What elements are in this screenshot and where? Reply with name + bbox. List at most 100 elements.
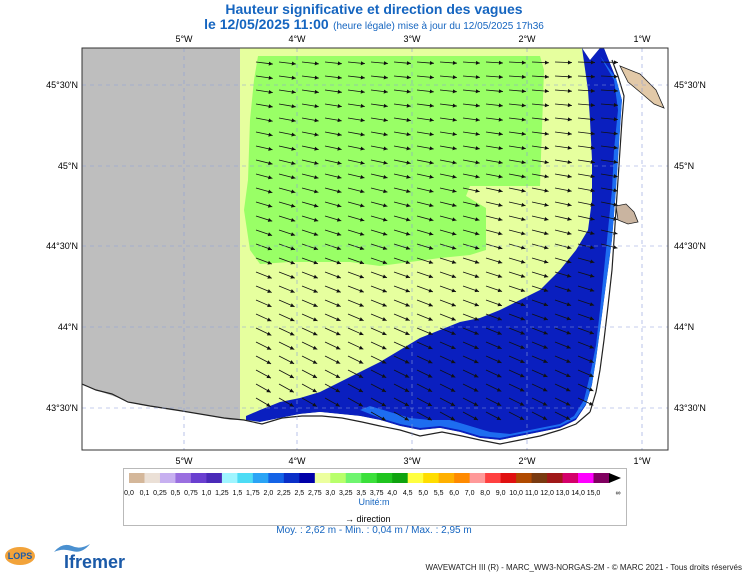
direction-arrowhead [543, 359, 548, 363]
direction-arrowhead [475, 146, 480, 151]
land-france [580, 60, 668, 450]
direction-arrowhead [336, 232, 342, 236]
color-swatch [562, 473, 579, 483]
scale-tick-label: 14,0 [571, 490, 585, 497]
direction-arrowhead [520, 259, 526, 264]
direction-arrowhead [498, 131, 503, 136]
direction-arrowhead [381, 388, 387, 392]
direction-arrowhead [406, 203, 411, 208]
direction-arrowhead [291, 89, 296, 94]
direction-arrowhead [589, 259, 595, 264]
direction-arrowhead [520, 330, 525, 335]
direction-arrowhead [474, 274, 480, 278]
scale-tick-label: 2,25 [277, 490, 291, 497]
direction-arrowhead [360, 89, 365, 94]
direction-arrowhead [613, 145, 618, 150]
direction-arrowhead [312, 331, 318, 336]
direction-arrowhead [360, 146, 365, 151]
direction-arrowhead [544, 103, 549, 108]
direction-arrowhead [266, 346, 272, 350]
direction-arrowhead [404, 402, 409, 407]
direction-arrowhead [567, 174, 572, 179]
direction-arrowhead [405, 331, 410, 335]
direction-arrowhead [290, 232, 296, 236]
direction-arrowhead [498, 60, 503, 65]
direction-arrowhead [312, 345, 318, 350]
direction-arrowhead [520, 345, 525, 349]
scale-tick-label: 5,5 [434, 490, 444, 497]
direction-arrowhead [566, 344, 571, 349]
direction-arrowhead [567, 145, 572, 150]
direction-arrowhead [566, 330, 571, 335]
direction-arrowhead [589, 387, 594, 392]
direction-arrowhead [268, 104, 273, 109]
direction-arrowhead [314, 75, 319, 80]
direction-arrowhead [519, 401, 525, 406]
direction-arrowhead [450, 402, 456, 406]
direction-arrowhead [383, 89, 388, 94]
direction-arrowhead [291, 104, 296, 109]
color-swatch [206, 473, 223, 483]
color-swatch [190, 473, 207, 483]
direction-arrowhead [268, 61, 273, 66]
direction-arrowhead [289, 360, 295, 364]
direction-arrowhead [314, 89, 319, 94]
color-swatch [438, 473, 455, 483]
direction-arrowhead [521, 117, 526, 122]
forecast-date: le 12/05/2025 11:00 [204, 16, 329, 32]
map-frame [81, 47, 669, 451]
direction-arrowhead [452, 160, 457, 165]
direction-arrowhead [313, 217, 319, 222]
direction-arrowhead [383, 174, 388, 179]
direction-arrowhead [337, 118, 342, 123]
direction-arrowhead [291, 61, 296, 66]
direction-arrowhead [289, 374, 294, 379]
direction-arrowhead [521, 231, 526, 236]
direction-arrowhead [313, 288, 318, 293]
direction-arrowhead [406, 160, 411, 165]
direction-arrowhead [358, 345, 364, 350]
direction-arrowhead [521, 217, 526, 222]
lat-label-left: 45°30'N [46, 80, 78, 90]
direction-arrowhead [452, 217, 457, 222]
color-swatch [407, 473, 424, 483]
direction-arrowhead [290, 246, 296, 251]
color-swatch [547, 473, 564, 483]
direction-arrowhead [589, 287, 595, 292]
unit-label: Unité:m [358, 497, 390, 507]
direction-arrowhead [497, 302, 502, 307]
direction-arrowhead [543, 288, 549, 292]
map-title: Hauteur significative et direction des v… [225, 1, 523, 17]
direction-arrowhead [520, 288, 526, 293]
direction-arrowhead [336, 274, 341, 279]
direction-arrowhead [590, 202, 595, 207]
lat-label-left: 43°30'N [46, 403, 78, 413]
direction-arrowhead [589, 344, 594, 349]
direction-arrowhead [312, 360, 318, 364]
direction-arrowhead [313, 260, 318, 265]
direction-arrowhead [544, 89, 549, 94]
direction-arrowhead [381, 402, 386, 407]
direction-arrowhead [520, 302, 526, 307]
direction-arrowhead [498, 188, 503, 193]
direction-arrowhead [452, 188, 457, 193]
scale-tick-label: 0,25 [153, 490, 167, 497]
direction-arrowhead [336, 260, 342, 265]
direction-arrowhead [521, 103, 526, 108]
direction-arrowhead [475, 217, 480, 222]
scale-tick-label: 1,25 [215, 490, 229, 497]
direction-arrowhead [544, 188, 549, 193]
direction-arrowhead [452, 89, 457, 94]
direction-arrowhead [337, 146, 342, 151]
direction-arrowhead [360, 203, 365, 208]
direction-arrowhead [451, 231, 457, 236]
color-swatch [283, 473, 300, 483]
direction-arrowhead [544, 245, 549, 250]
direction-arrowhead [404, 416, 409, 421]
direction-arrowhead [521, 174, 526, 179]
direction-arrowhead [405, 217, 411, 222]
direction-arrowhead [429, 189, 434, 193]
direction-arrowhead [567, 160, 572, 165]
direction-arrowhead [406, 75, 411, 80]
direction-arrowhead [521, 202, 526, 207]
